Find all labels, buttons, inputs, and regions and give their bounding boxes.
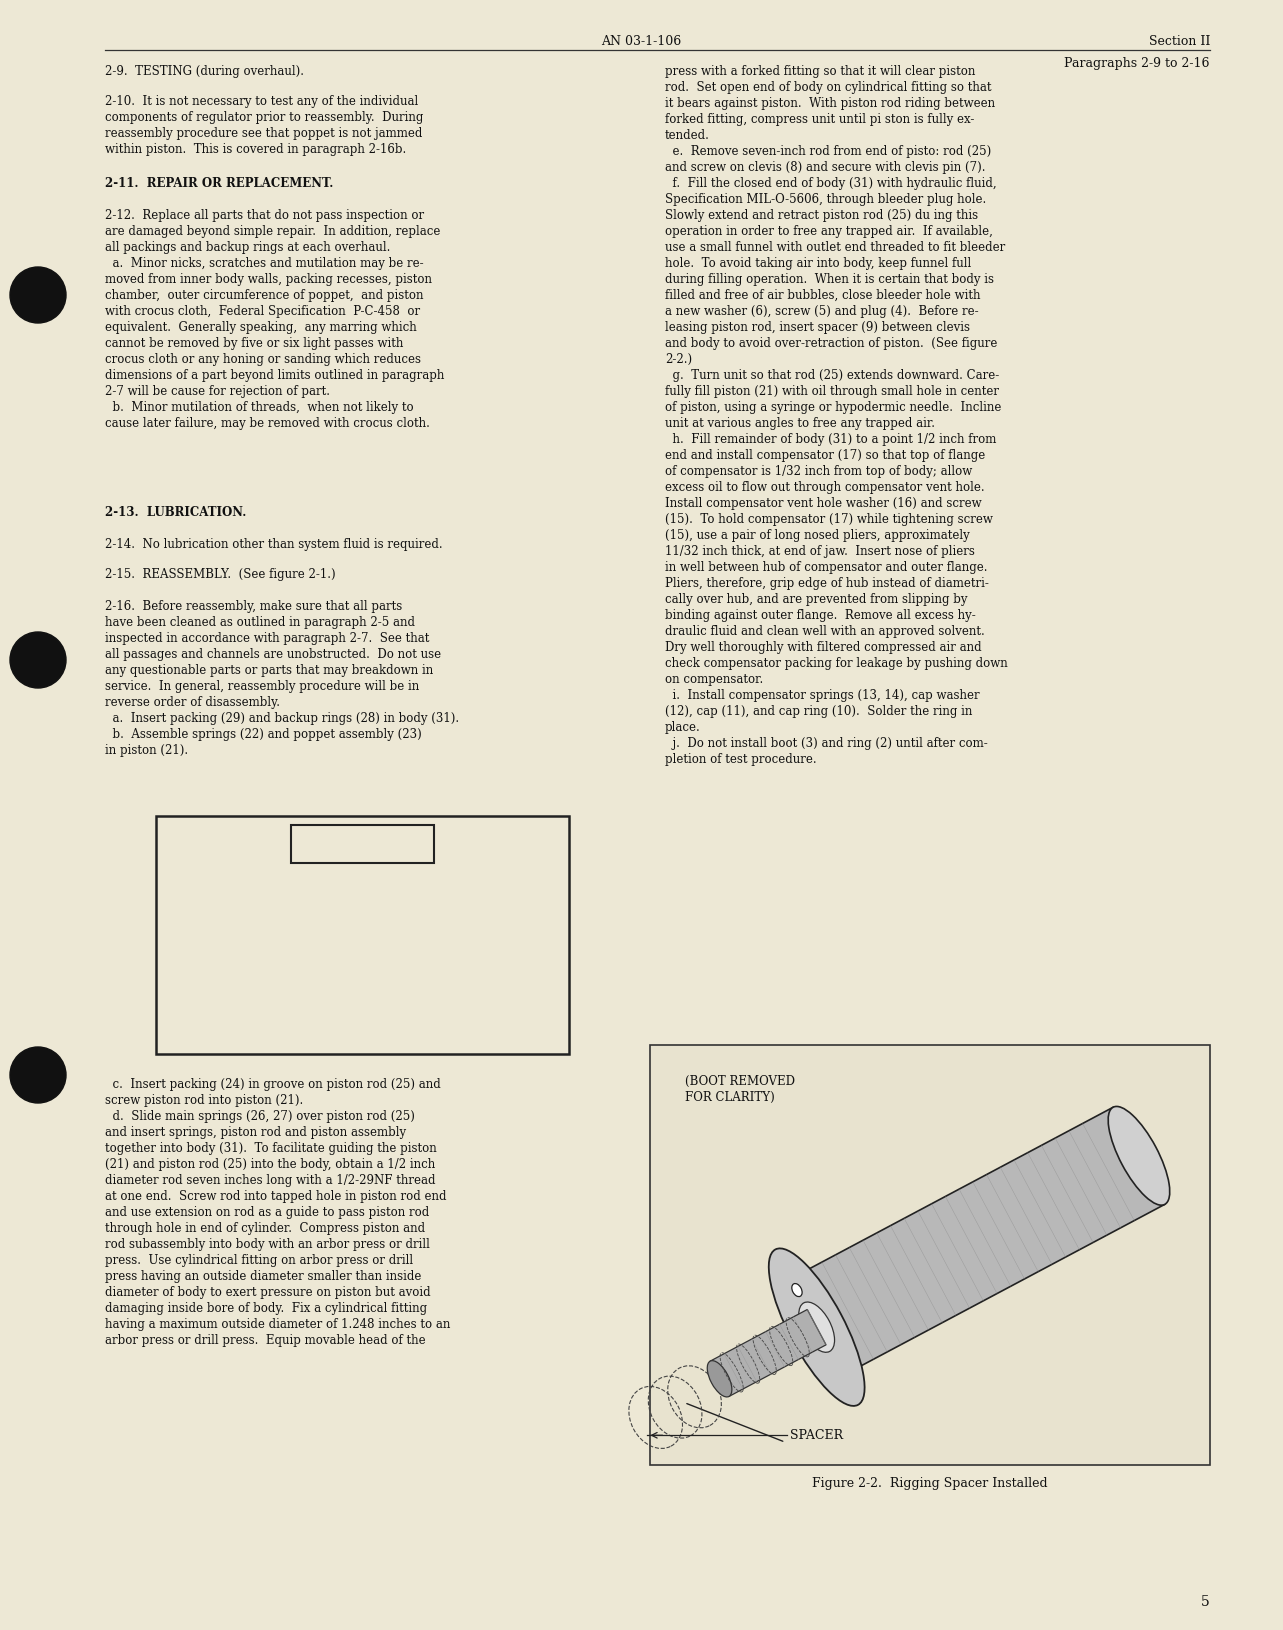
Bar [650,1045,1210,1465]
Text: 2-9.  TESTING (during overhaul).: 2-9. TESTING (during overhaul). [105,65,304,78]
Text: 2-11.  REPAIR OR REPLACEMENT.: 2-11. REPAIR OR REPLACEMENT. [105,178,334,191]
FancyBboxPatch shape [157,817,568,1055]
Text: in pairs, they must be replaced in pairs.  Each: in pairs, they must be replaced in pairs… [182,898,457,911]
Polygon shape [711,1309,826,1397]
Text: 5: 5 [1201,1596,1210,1609]
Circle shape [10,267,65,323]
Text: 2-14.  No lubrication other than system fluid is required.: 2-14. No lubrication other than system f… [105,538,443,551]
Ellipse shape [1109,1107,1170,1205]
Ellipse shape [769,1249,865,1407]
Text: ment is necessary, replace both piston (21) and: ment is necessary, replace both piston (… [182,1015,464,1029]
Text: is of utmost importance that poppet assembly: is of utmost importance that poppet asse… [182,968,455,981]
FancyBboxPatch shape [291,825,434,862]
Text: Since springs (22) are balanced by manufacturer: Since springs (22) are balanced by manuf… [182,875,475,888]
Text: 2-13.  LUBRICATION.: 2-13. LUBRICATION. [105,505,246,518]
Text: SPACER: SPACER [790,1430,843,1443]
Text: 2-12.  Replace all parts that do not pass inspection or
are damaged beyond simpl: 2-12. Replace all parts that do not pass… [105,209,444,430]
Text: to fit facing orifice in piston (21), therefore, it: to fit facing orifice in piston (21), th… [182,945,454,958]
Text: 2-15.  REASSEMBLY.  (See figure 2-1.): 2-15. REASSEMBLY. (See figure 2-1.) [105,567,336,580]
Polygon shape [777,1107,1165,1382]
Text: Section II: Section II [1148,34,1210,47]
Text: Figure 2-2.  Rigging Spacer Installed: Figure 2-2. Rigging Spacer Installed [812,1477,1048,1490]
Ellipse shape [792,1283,802,1296]
Text: Paragraphs 2-9 to 2-16: Paragraphs 2-9 to 2-16 [1065,57,1210,70]
Text: c.  Insert packing (24) in groove on piston rod (25) and
screw piston rod into p: c. Insert packing (24) in groove on pist… [105,1077,450,1346]
Text: 2-16.  Before reassembly, make sure that all parts
have been cleaned as outlined: 2-16. Before reassembly, make sure that … [105,600,459,756]
Text: (BOOT REMOVED
FOR CLARITY): (BOOT REMOVED FOR CLARITY) [685,1076,795,1104]
Text: be installed in original position.  If replace-: be installed in original position. If re… [182,993,440,1006]
Text: CAUTION: CAUTION [326,833,399,846]
Text: 2-10.  It is not necessary to test any of the individual
components of regulator: 2-10. It is not necessary to test any of… [105,95,423,156]
Text: end of poppet assembly (23) is precision lapped: end of poppet assembly (23) is precision… [182,923,468,936]
Circle shape [10,1046,65,1104]
Text: poppet assembly.: poppet assembly. [182,1040,285,1053]
Ellipse shape [799,1302,834,1353]
Text: press with a forked fitting so that it will clear piston
rod.  Set open end of b: press with a forked fitting so that it w… [665,65,1007,766]
Text: AN 03-1-106: AN 03-1-106 [602,34,681,47]
Ellipse shape [707,1361,731,1397]
Circle shape [10,632,65,688]
